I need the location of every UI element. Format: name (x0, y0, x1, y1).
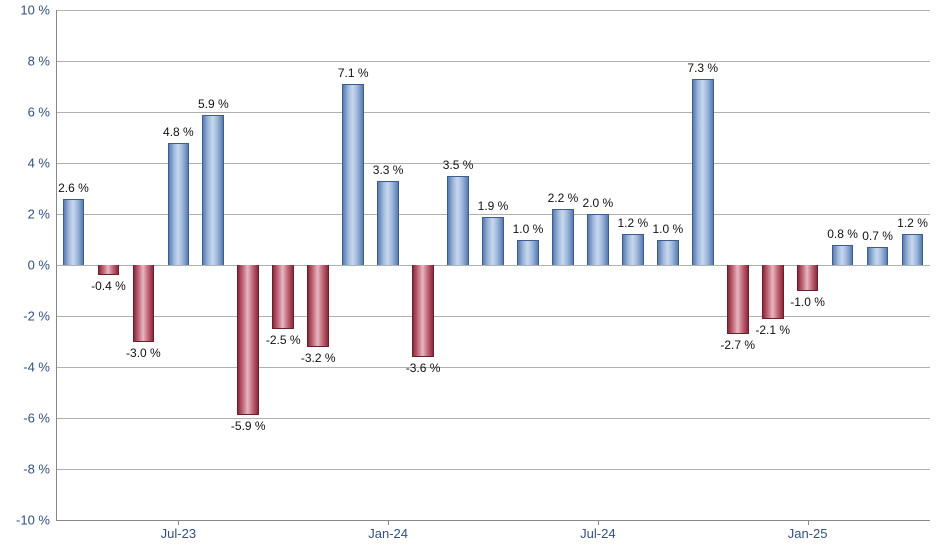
bar-value-label: 1.2 % (617, 216, 648, 230)
y-tick-label: 0 % (28, 258, 56, 273)
x-tick-label: Jul-24 (580, 520, 615, 541)
bar-value-label: 2.0 % (583, 196, 614, 210)
bar (797, 265, 819, 291)
gridline (56, 469, 930, 470)
y-tick-label: 6 % (28, 105, 56, 120)
bar (587, 214, 609, 265)
bar (342, 84, 364, 265)
bar (902, 234, 924, 265)
bar (272, 265, 294, 329)
bar-value-label: -0.4 % (91, 279, 126, 293)
bar-value-label: 1.0 % (652, 222, 683, 236)
bar-value-label: 0.7 % (862, 229, 893, 243)
bar (727, 265, 749, 334)
bar-value-label: -3.2 % (301, 351, 336, 365)
bar (63, 199, 85, 265)
bar (307, 265, 329, 347)
x-tick-label: Jan-25 (788, 520, 828, 541)
y-axis-line (56, 10, 57, 520)
plot-area: -10 %-8 %-6 %-4 %-2 %0 %2 %4 %6 %8 %10 %… (56, 10, 930, 520)
bar (517, 240, 539, 266)
bar-chart: -10 % -8 % -6 % -4 % -2 % 0 % 2 % 4 % 6 % 8 % 10 %… (0, 0, 940, 550)
x-tick-label: Jan-24 (368, 520, 408, 541)
bar-value-label: -2.5 % (266, 333, 301, 347)
bar (377, 181, 399, 265)
y-tick-label: -10 % (16, 513, 56, 528)
bar (237, 265, 259, 415)
bar (867, 247, 889, 265)
bar (622, 234, 644, 265)
bar-value-label: 7.1 % (338, 66, 369, 80)
bar-value-label: 1.9 % (478, 199, 509, 213)
gridline (56, 10, 930, 11)
bar-value-label: 4.8 % (163, 125, 194, 139)
bar (657, 240, 679, 266)
bar (168, 143, 190, 265)
bar (133, 265, 155, 342)
bar (447, 176, 469, 265)
bar-value-label: -2.1 % (755, 323, 790, 337)
y-tick-label: -6 % (23, 411, 56, 426)
y-tick-label: -4 % (23, 360, 56, 375)
bar-value-label: 7.3 % (687, 61, 718, 75)
bar-value-label: 3.5 % (443, 158, 474, 172)
bar-value-label: -2.7 % (720, 338, 755, 352)
bar-value-label: -3.6 % (406, 361, 441, 375)
y-tick-label: 4 % (28, 156, 56, 171)
y-tick-label: -2 % (23, 309, 56, 324)
gridline (56, 316, 930, 317)
bar (412, 265, 434, 357)
bar-value-label: 0.8 % (827, 227, 858, 241)
gridline (56, 61, 930, 62)
bar (552, 209, 574, 265)
bar (202, 115, 224, 265)
gridline (56, 112, 930, 113)
x-tick-label: Jul-23 (161, 520, 196, 541)
bar (692, 79, 714, 265)
bar (482, 217, 504, 265)
bar (832, 245, 854, 265)
y-tick-label: 8 % (28, 54, 56, 69)
bar-value-label: 1.2 % (897, 216, 928, 230)
y-tick-label: -8 % (23, 462, 56, 477)
bar-value-label: 2.6 % (58, 181, 89, 195)
bar-value-label: -5.9 % (231, 419, 266, 433)
bar (762, 265, 784, 319)
y-tick-label: 10 % (20, 3, 56, 18)
bar (98, 265, 120, 275)
gridline (56, 418, 930, 419)
bar-value-label: 3.3 % (373, 163, 404, 177)
bar-value-label: 5.9 % (198, 97, 229, 111)
bar-value-label: -1.0 % (790, 295, 825, 309)
gridline (56, 367, 930, 368)
bar-value-label: 2.2 % (548, 191, 579, 205)
bar-value-label: -3.0 % (126, 346, 161, 360)
bar-value-label: 1.0 % (513, 222, 544, 236)
y-tick-label: 2 % (28, 207, 56, 222)
